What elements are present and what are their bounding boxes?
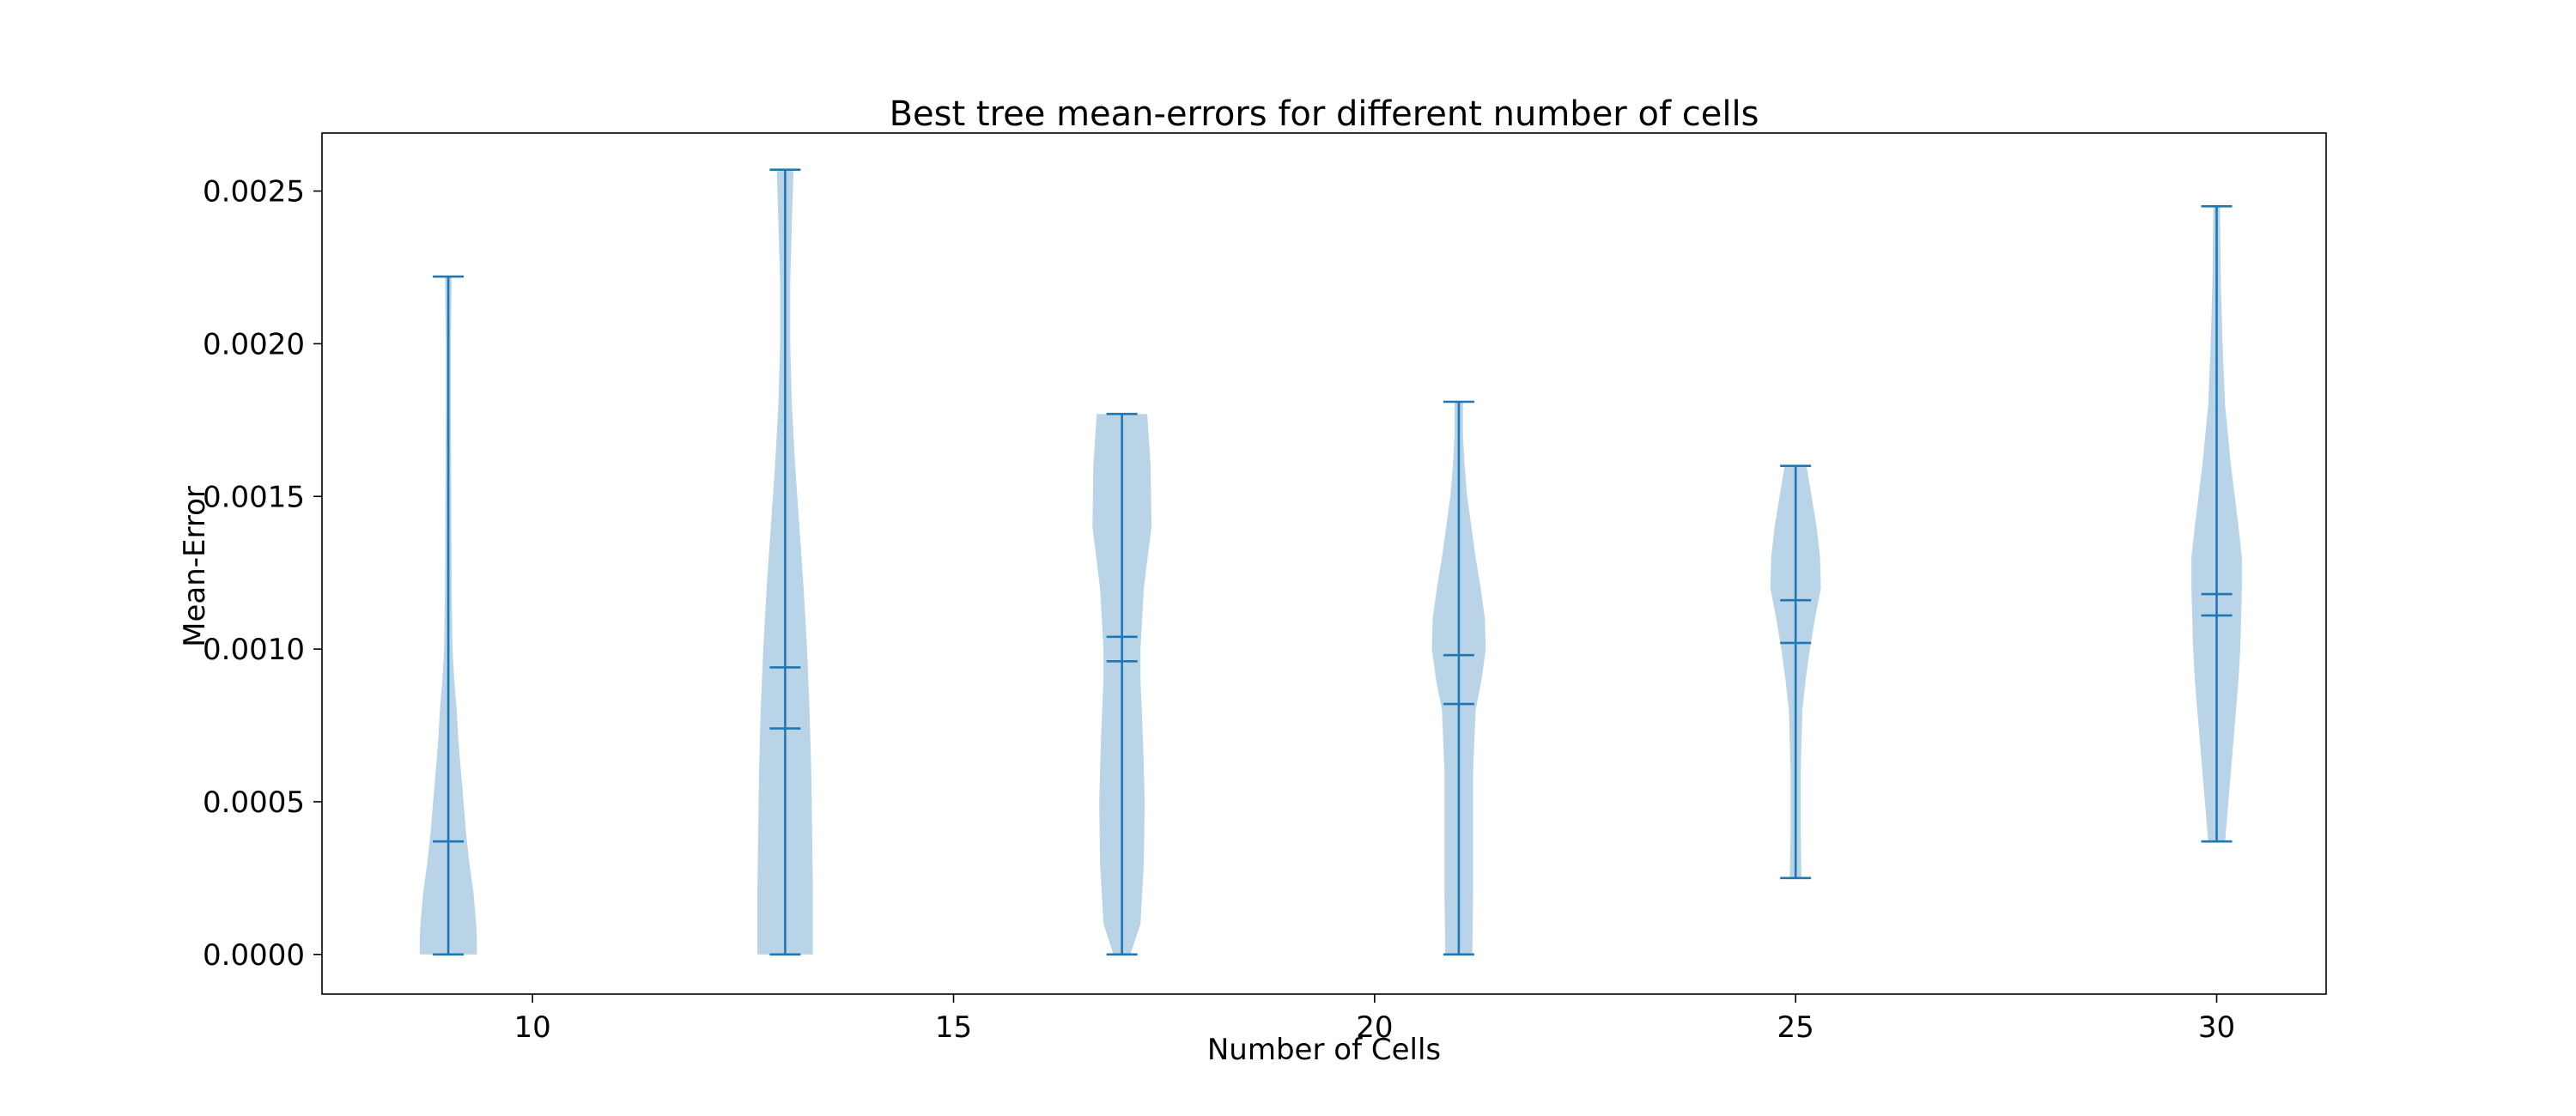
- x-axis-label: Number of Cells: [1207, 1033, 1441, 1067]
- violin-group: [1092, 412, 1151, 956]
- y-axis-ticks: 0.0000 0.0005 0.0010 0.0015 0.0020 0.0025: [203, 175, 322, 973]
- y-axis-label: Mean-Error: [178, 486, 212, 647]
- x-tick-label: 25: [1777, 1010, 1814, 1045]
- violin-group: [419, 275, 477, 956]
- violin-group: [1431, 400, 1486, 956]
- x-tick-label: 10: [514, 1010, 551, 1045]
- y-tick-label: 0.0000: [203, 938, 305, 973]
- violin-group: [2191, 205, 2242, 843]
- chart-title: Best tree mean-errors for different numb…: [890, 94, 1759, 134]
- y-tick-label: 0.0010: [203, 633, 305, 667]
- plot-frame: [321, 132, 2327, 995]
- x-tick-label: 15: [935, 1010, 972, 1045]
- y-tick-label: 0.0025: [203, 175, 305, 209]
- violins-layer: [419, 168, 2242, 956]
- x-tick-label: 20: [1356, 1010, 1393, 1045]
- x-axis-ticks: 10 15 20 25 30: [514, 994, 2235, 1045]
- violin-group: [1770, 464, 1821, 880]
- y-tick-label: 0.0015: [203, 480, 305, 514]
- y-tick-label: 0.0020: [203, 327, 305, 361]
- x-tick-label: 30: [2198, 1010, 2235, 1045]
- y-tick-label: 0.0005: [203, 785, 305, 820]
- violin-group: [757, 168, 813, 956]
